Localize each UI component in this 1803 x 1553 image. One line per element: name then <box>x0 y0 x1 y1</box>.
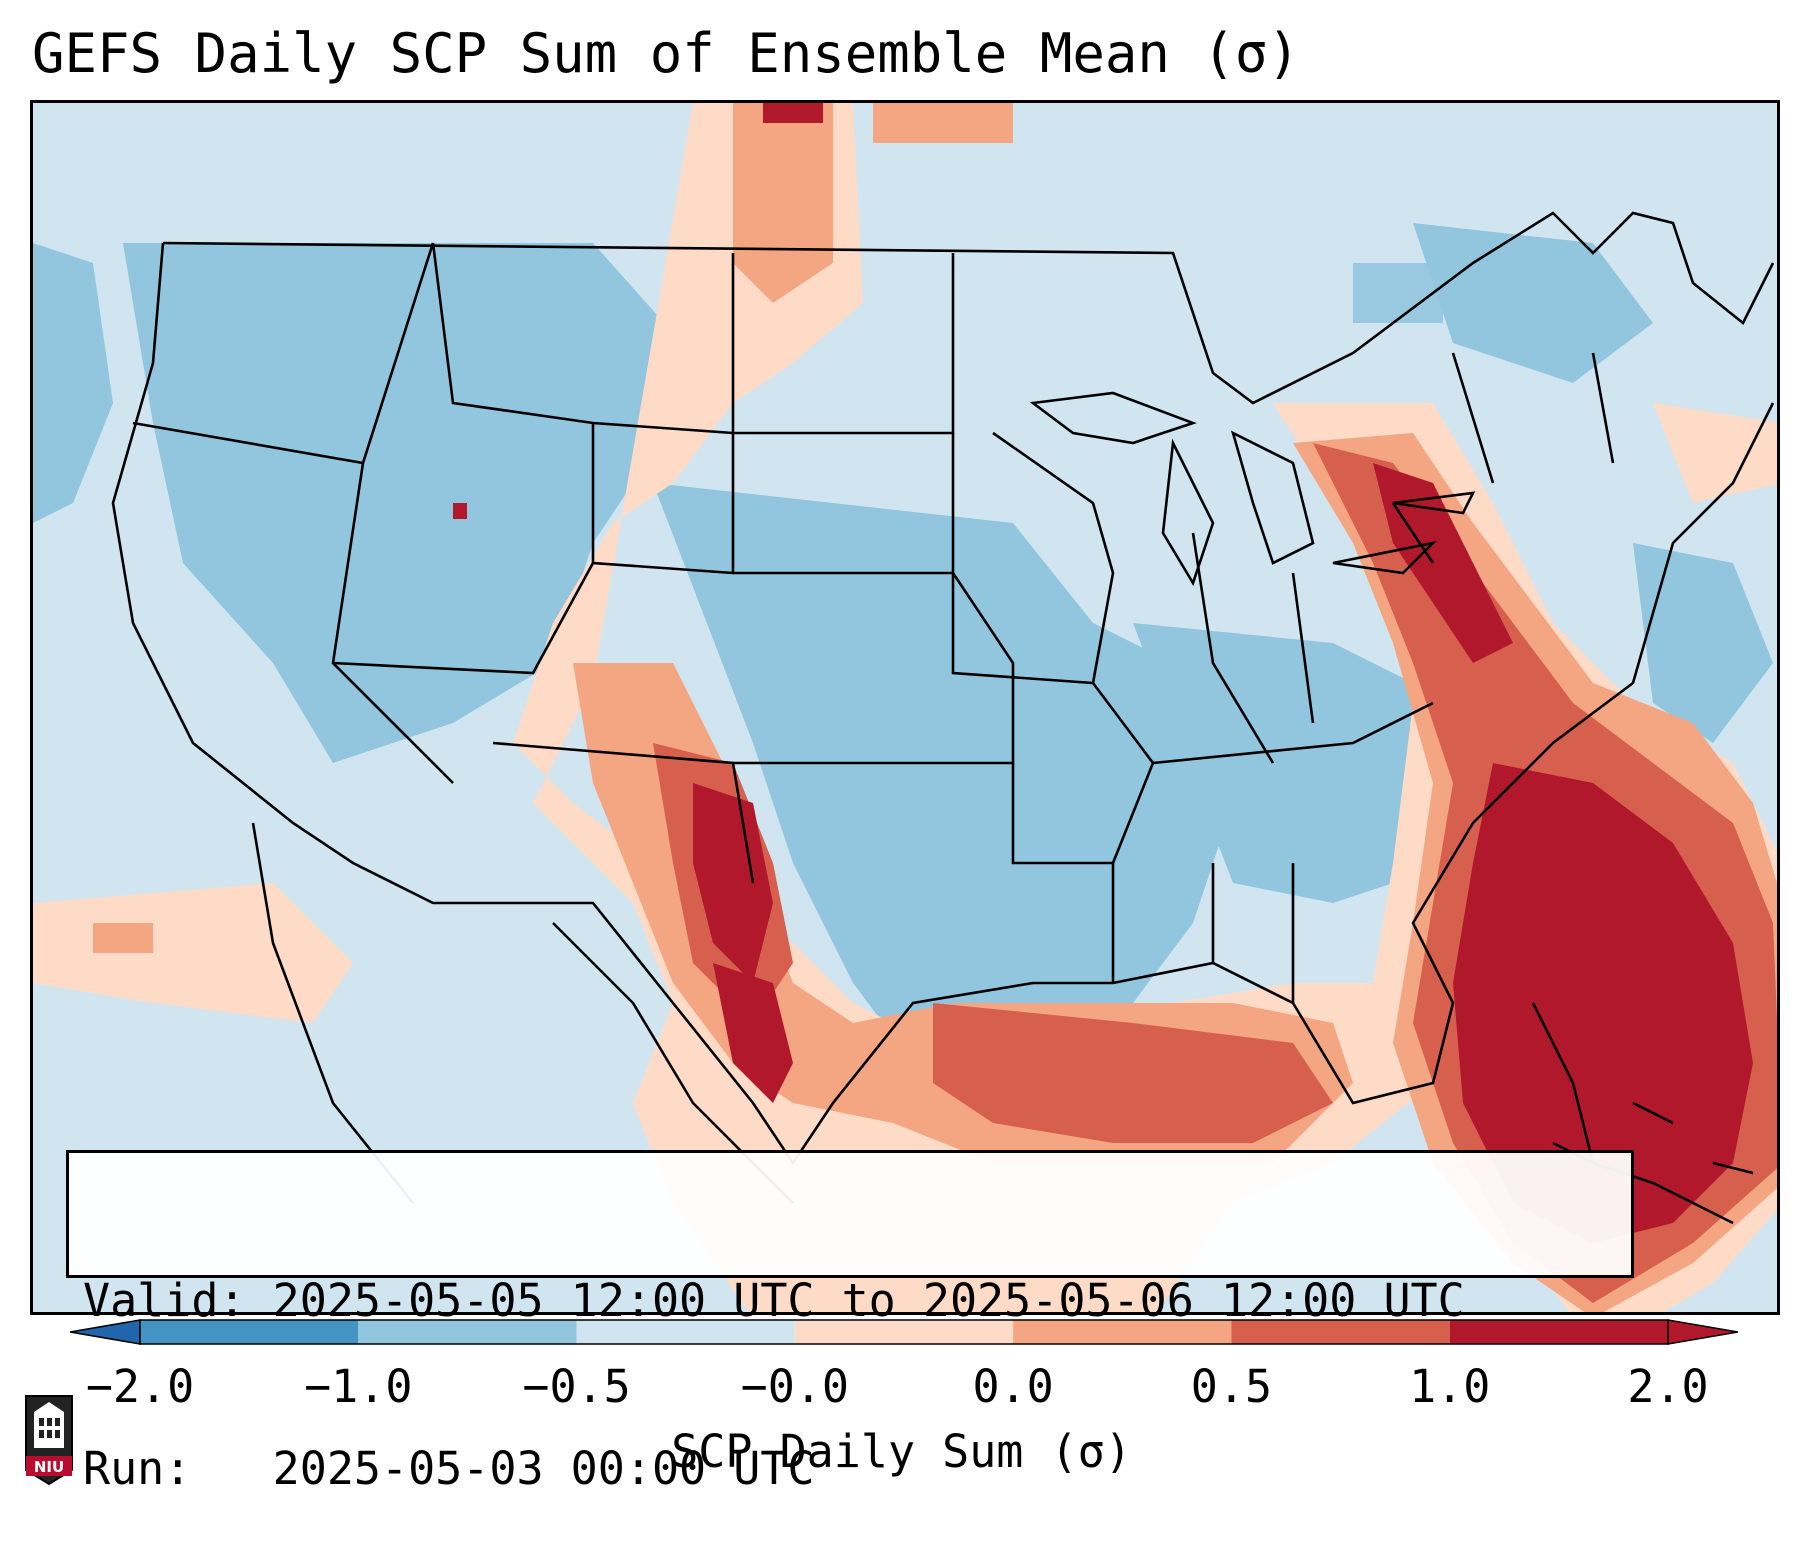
colorbar-bin <box>1013 1320 1232 1344</box>
run-time-value: 2025-05-03 00:00 UTC <box>272 1442 815 1495</box>
negative-anomaly-regions <box>33 223 1773 1103</box>
colorbar-label: SCP Daily Sum (σ) <box>671 1425 1132 1478</box>
colorbar-tick-label: 0.5 <box>1190 1360 1273 1413</box>
run-time-row: Run: 2025-05-03 00:00 UTC <box>83 1441 1617 1497</box>
colorbar-tick-label: 2.0 <box>1627 1360 1709 1413</box>
valid-run-info-box: Valid: 2025-05-05 12:00 UTC to 2025-05-0… <box>66 1150 1634 1495</box>
colorbar-tick-label: −1.0 <box>304 1360 413 1413</box>
valid-time-value: 2025-05-05 12:00 UTC to 2025-05-06 12:00… <box>272 1274 1465 1327</box>
map-panel <box>30 100 1780 1315</box>
great-lakes-outline <box>1029 391 1476 587</box>
colorbar-tick-label: −0.5 <box>522 1360 631 1413</box>
logo-text: NIU <box>34 1458 64 1476</box>
colorbar-extend-low <box>70 1319 141 1345</box>
niu-logo-icon: NIU <box>25 1395 73 1486</box>
colorbar-bin <box>1449 1320 1668 1344</box>
colorbar-bin <box>140 1320 359 1344</box>
strong-negative-patches <box>233 263 1443 583</box>
colorbar-bin <box>576 1320 795 1344</box>
colorbar-bin <box>794 1320 1014 1344</box>
run-label: Run: <box>83 1442 192 1495</box>
valid-time-row: Valid: 2025-05-05 12:00 UTC to 2025-05-0… <box>83 1273 1617 1329</box>
colorbar-extend-high <box>1667 1319 1738 1345</box>
extreme-positive-regions <box>453 103 1753 1243</box>
colorbar-bin <box>358 1320 577 1344</box>
colorbar-bins <box>139 1319 1669 1345</box>
scp-field-map <box>33 103 1777 1312</box>
colorbar <box>70 1319 1738 1345</box>
valid-label: Valid: <box>83 1274 246 1327</box>
colorbar-tick-label: 0.0 <box>972 1360 1054 1413</box>
map-title: GEFS Daily SCP Sum of Ensemble Mean (σ) <box>32 22 1300 85</box>
colorbar-tick-label: −0.0 <box>740 1360 850 1413</box>
colorbar-tick-label: −2.0 <box>85 1360 195 1413</box>
colorbar-tick-label: 1.0 <box>1409 1360 1491 1413</box>
colorbar-bin <box>1231 1320 1450 1344</box>
